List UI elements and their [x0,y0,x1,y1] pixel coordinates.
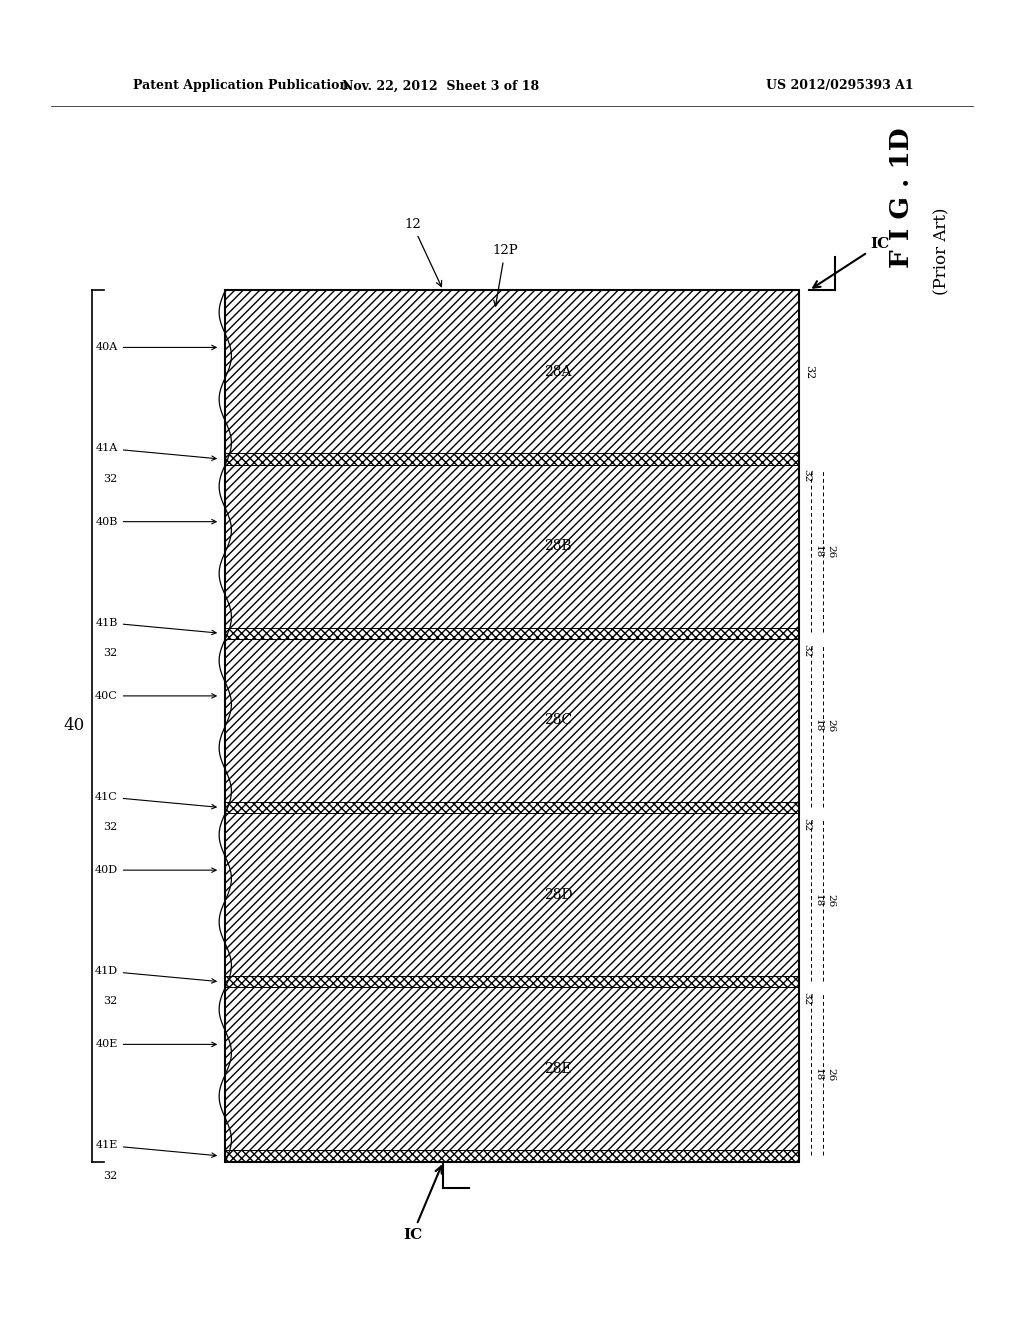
Text: 26: 26 [826,1068,836,1081]
Text: 28A: 28A [544,364,571,379]
Bar [225,465,799,627]
Text: 26: 26 [826,894,836,907]
Text: 41B: 41B [95,618,216,635]
Text: 41D: 41D [94,966,216,983]
Text: 28C: 28C [544,713,572,727]
Text: 32: 32 [802,644,811,657]
Text: 32: 32 [802,993,811,1006]
Text: 18: 18 [814,894,823,907]
Text: 12: 12 [404,218,441,286]
Text: 32: 32 [103,997,118,1006]
Text: 41C: 41C [95,792,216,809]
Text: 28E: 28E [544,1061,571,1076]
Text: 41A: 41A [95,444,216,461]
Text: IC: IC [813,238,890,288]
Text: 40A: 40A [95,342,216,352]
Text: 28D: 28D [544,887,572,902]
Text: F I G . 1D: F I G . 1D [889,128,913,268]
Text: 32: 32 [804,364,814,379]
Text: Patent Application Publication: Patent Application Publication [133,79,348,92]
Text: 18: 18 [814,719,823,733]
Text: 40B: 40B [95,516,216,527]
Bar [225,290,799,1162]
Text: 32: 32 [103,1171,118,1180]
Text: 18: 18 [814,1068,823,1081]
Text: 32: 32 [103,648,118,657]
Text: 41E: 41E [95,1140,216,1158]
Bar [225,627,799,639]
Text: IC: IC [402,1167,441,1242]
Bar [225,290,799,453]
Text: 40: 40 [63,718,84,734]
Text: 28B: 28B [544,539,571,553]
Text: 40E: 40E [95,1039,216,1049]
Bar [225,1150,799,1162]
Text: 32: 32 [103,822,118,832]
Text: 32: 32 [802,818,811,832]
Bar [225,813,799,975]
Bar [225,453,799,465]
Text: (Prior Art): (Prior Art) [934,207,950,294]
Text: 40D: 40D [94,865,216,875]
Bar [225,801,799,813]
Text: 26: 26 [826,719,836,733]
Text: 18: 18 [814,545,823,558]
Bar [225,639,799,801]
Text: 32: 32 [802,470,811,483]
Text: 40C: 40C [95,690,216,701]
Text: 26: 26 [826,545,836,558]
Text: US 2012/0295393 A1: US 2012/0295393 A1 [766,79,913,92]
Text: 32: 32 [103,474,118,483]
Bar [225,987,799,1150]
Text: Nov. 22, 2012  Sheet 3 of 18: Nov. 22, 2012 Sheet 3 of 18 [342,79,539,92]
Bar [225,975,799,987]
Text: 12P: 12P [493,244,518,306]
